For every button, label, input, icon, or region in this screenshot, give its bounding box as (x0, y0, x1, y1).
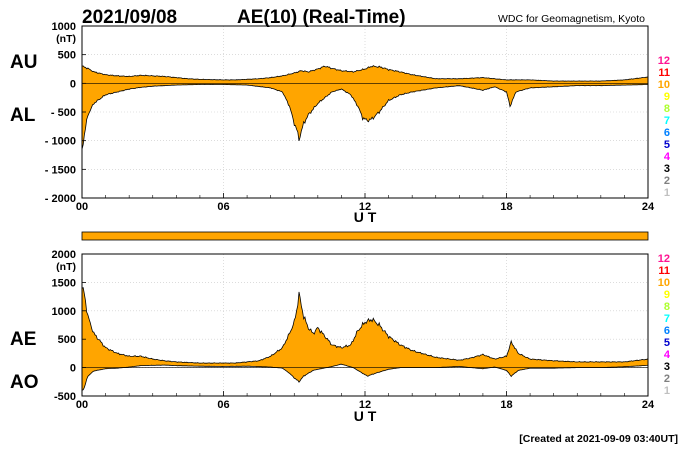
x-tick-label: 24 (642, 399, 655, 411)
y-tick-label: 1500 (52, 277, 76, 289)
series-line-al (81, 83, 648, 150)
station-count-label: 3 (664, 163, 670, 175)
lower-series-label: AL (10, 105, 36, 126)
station-count-label: 6 (664, 127, 670, 139)
x-tick-label: 00 (76, 399, 88, 411)
series-line-au (81, 65, 649, 82)
station-count-label: 11 (658, 67, 670, 79)
x-axis-title: U T (354, 209, 377, 225)
station-count-label: 4 (664, 151, 671, 163)
x-tick-label: 12 (359, 399, 371, 411)
station-count-label: 6 (664, 325, 670, 337)
station-count-label: 7 (664, 115, 670, 127)
y-tick-label: - 1500 (45, 164, 76, 176)
x-axis-title: U T (354, 408, 377, 424)
y-tick-label: - 1000 (45, 136, 76, 148)
lower-series-label: AO (10, 372, 39, 393)
y-tick-label: 500 (58, 50, 76, 62)
station-count-label: 9 (664, 289, 670, 301)
y-tick-label: 0 (70, 363, 76, 375)
station-count-label: 5 (664, 337, 670, 349)
y-tick-label: 2000 (52, 249, 76, 261)
station-count-label: 12 (658, 253, 670, 265)
au-al-panel: 1000 500 0 - 500 - 1000 - 1500 - 2000 (nT) 00 06 1… (10, 21, 655, 225)
station-count-label: 8 (664, 301, 670, 313)
y-tick-label: 1000 (52, 306, 76, 318)
x-tick-label: 12 (359, 201, 371, 213)
x-tick-label: 18 (500, 201, 512, 213)
y-unit-label: (nT) (56, 261, 76, 273)
station-count-label: 2 (664, 175, 670, 187)
ae-ao-panel: 2000 1500 1000 500 0 -500 (nT) 00 06 12 18 24 U T AE A… (10, 249, 655, 424)
station-count-label: 7 (664, 313, 670, 325)
station-count-label: 1 (664, 385, 670, 397)
station-count-label: 9 (664, 91, 670, 103)
station-count-label: 4 (664, 349, 671, 361)
x-tick-label: 00 (76, 201, 88, 213)
data-source-label: WDC for Geomagnetism, Kyoto (498, 13, 645, 25)
series-line-ao (81, 363, 649, 391)
index-title: AE(10) (Real-Time) (237, 7, 406, 28)
station-count-label: 10 (658, 79, 670, 91)
station-count-label: 12 (658, 55, 670, 67)
station-coverage-bar (81, 231, 649, 241)
station-count-label: 2 (664, 373, 670, 385)
y-tick-label: -500 (54, 391, 76, 403)
station-count-label: 10 (658, 277, 670, 289)
index-band-fill (82, 65, 648, 150)
date-title: 2021/09/08 (82, 7, 177, 28)
y-tick-label: 0 (70, 78, 76, 90)
x-tick-label: 06 (217, 201, 229, 213)
y-tick-label: 1000 (52, 21, 76, 33)
station-count-label: 5 (664, 139, 670, 151)
station-count-label: 8 (664, 103, 670, 115)
x-tick-label: 24 (642, 201, 655, 213)
created-timestamp: [Created at 2021-09-09 03:40UT] (519, 433, 678, 445)
y-tick-label: - 500 (51, 107, 76, 119)
station-count-label: 1 (664, 187, 670, 199)
y-tick-label: - 2000 (45, 193, 76, 205)
x-tick-label: 18 (500, 399, 512, 411)
upper-series-label: AE (10, 329, 36, 350)
station-count-label: 3 (664, 361, 670, 373)
x-tick-label: 06 (217, 399, 229, 411)
y-tick-label: 500 (58, 334, 76, 346)
upper-series-label: AU (10, 52, 37, 73)
index-band-fill (82, 287, 648, 391)
y-unit-label: (nT) (56, 33, 76, 45)
series-line-ae (81, 287, 649, 364)
station-count-label: 11 (658, 265, 670, 277)
